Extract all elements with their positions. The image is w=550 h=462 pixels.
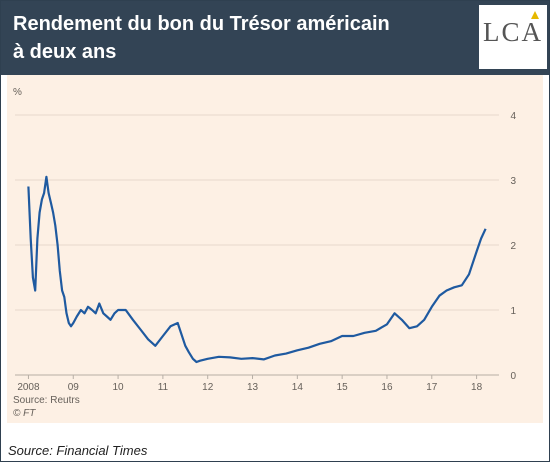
title-line-1: Rendement du bon du Trésor américain — [13, 13, 390, 35]
x-tick-label: 11 — [158, 382, 169, 393]
x-tick-label: 13 — [247, 382, 259, 393]
x-tick-label: 10 — [113, 382, 125, 393]
chart-source-label: Source: Reutrs — [13, 395, 80, 406]
x-tick-label: 09 — [68, 382, 80, 393]
x-tick-label: 12 — [202, 382, 214, 393]
series-line — [27, 175, 487, 364]
y-axis-ticks: 0 1 2 3 4 — [510, 111, 516, 382]
y-tick-label: 4 — [510, 111, 516, 122]
x-axis-ticks: 2008 09 10 11 12 13 14 15 16 17 18 — [17, 375, 483, 393]
x-tick-label: 14 — [292, 382, 304, 393]
y-tick-label: 1 — [510, 306, 516, 317]
y-axis-label: % — [13, 87, 22, 98]
y-tick-label: 0 — [510, 371, 516, 382]
x-tick-label: 2008 — [17, 382, 40, 393]
chart-title: Rendement du bon du Trésor américain à d… — [13, 10, 433, 66]
logo-text: LCA — [483, 17, 543, 47]
chart-credit-label: © FT — [13, 408, 36, 419]
y-tick-label: 2 — [510, 241, 516, 252]
title-bar: Rendement du bon du Trésor américain à d… — [1, 1, 549, 75]
gridlines — [15, 114, 499, 376]
footer-source: Source: Financial Times — [8, 443, 148, 458]
lca-logo: LCA — [479, 5, 547, 69]
x-tick-label: 16 — [381, 382, 393, 393]
y-tick-label: 3 — [510, 176, 516, 187]
logo-accent-icon — [531, 11, 539, 19]
x-tick-label: 18 — [471, 382, 483, 393]
x-tick-label: 17 — [426, 382, 438, 393]
x-tick-label: 15 — [337, 382, 349, 393]
title-line-2: à deux ans — [13, 41, 117, 63]
